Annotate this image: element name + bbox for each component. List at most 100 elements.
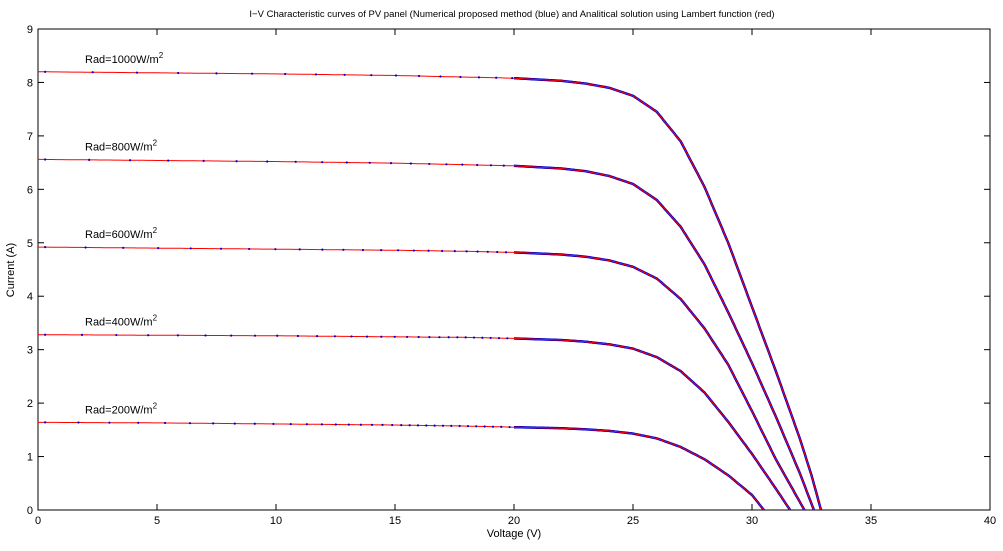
numerical-point — [409, 162, 412, 165]
numerical-point — [380, 335, 383, 338]
numerical-point — [481, 336, 484, 339]
numerical-point — [342, 248, 345, 251]
numerical-point — [441, 424, 445, 427]
numerical-point — [163, 421, 167, 425]
irradiance-label-sup: 2 — [153, 226, 158, 235]
irradiance-label: Rad=200W/m2 — [85, 401, 158, 416]
numerical-point — [137, 421, 140, 424]
numerical-point — [350, 335, 353, 338]
numerical-point — [305, 423, 308, 426]
numerical-point — [177, 71, 180, 75]
numerical-point — [343, 73, 346, 76]
numerical-point — [502, 164, 505, 167]
numerical-point — [368, 161, 371, 164]
numerical-point — [458, 424, 461, 428]
numerical-point — [397, 249, 400, 252]
irradiance-label-sup: 2 — [153, 138, 158, 147]
numerical-point — [296, 334, 299, 338]
numerical-point — [334, 423, 337, 426]
numerical-point — [321, 161, 324, 164]
numerical-point — [477, 76, 481, 79]
numerical-point — [370, 423, 374, 426]
numerical-point — [380, 249, 383, 252]
numerical-point — [428, 335, 431, 339]
numerical-point — [500, 425, 503, 428]
y-tick-label: 8 — [27, 77, 33, 89]
x-tick-label: 40 — [984, 515, 996, 527]
x-tick-label: 10 — [270, 515, 282, 527]
x-axis-label: Voltage (V) — [487, 528, 541, 540]
y-tick-label: 9 — [27, 24, 33, 36]
numerical-point — [412, 249, 415, 252]
x-tick-label: 35 — [865, 515, 877, 527]
y-tick-label: 3 — [27, 345, 33, 357]
numerical-point — [483, 425, 486, 428]
numerical-point — [465, 250, 468, 253]
numerical-point — [88, 158, 91, 161]
numerical-point — [506, 337, 509, 340]
numerical-point — [495, 76, 498, 79]
numerical-point — [466, 425, 470, 428]
numerical-point — [84, 246, 87, 249]
numerical-point — [511, 77, 514, 80]
numerical-point — [391, 423, 394, 427]
numerical-point — [461, 163, 464, 166]
irradiance-label-sup: 2 — [153, 401, 158, 410]
y-tick-label: 4 — [27, 291, 33, 303]
numerical-point — [321, 248, 324, 251]
numerical-curve — [513, 337, 792, 511]
numerical-point — [497, 337, 501, 340]
numerical-point — [347, 423, 350, 426]
numerical-point — [489, 164, 493, 167]
analytical-curve — [38, 71, 822, 511]
numerical-point — [486, 250, 489, 253]
numerical-point — [233, 422, 236, 425]
numerical-point — [416, 424, 420, 427]
numerical-point — [77, 421, 80, 424]
numerical-point — [44, 158, 47, 161]
numerical-point — [365, 335, 369, 338]
numerical-point — [157, 247, 160, 250]
numerical-point — [91, 71, 94, 74]
numerical-point — [167, 159, 170, 162]
numerical-point — [476, 163, 479, 167]
numerical-point — [108, 421, 111, 424]
numerical-point — [298, 248, 301, 251]
y-axis-label: Current (A) — [5, 243, 17, 297]
numerical-point — [135, 71, 139, 74]
numerical-point — [212, 422, 215, 425]
numerical-point — [464, 336, 467, 339]
numerical-point — [276, 334, 279, 337]
numerical-point — [284, 72, 287, 76]
numerical-point — [504, 251, 508, 254]
numerical-point — [394, 74, 398, 77]
numerical-point — [441, 249, 444, 253]
analytical-curve — [38, 246, 805, 511]
chart-title: I−V Characteristic curves of PV panel (N… — [249, 9, 774, 20]
numerical-point — [122, 246, 125, 249]
numerical-point — [476, 250, 479, 253]
numerical-point — [489, 336, 492, 340]
numerical-point — [393, 335, 396, 338]
numerical-point — [44, 421, 47, 424]
axes-frame — [37, 28, 991, 511]
numerical-point — [266, 160, 269, 163]
x-tick-label: 5 — [154, 515, 160, 527]
numerical-point — [450, 424, 453, 427]
numerical-point — [44, 70, 47, 73]
numerical-point — [314, 73, 318, 76]
numerical-point — [361, 248, 365, 252]
numerical-point — [370, 74, 373, 77]
numerical-point — [491, 425, 495, 428]
y-tick-label: 2 — [27, 398, 33, 410]
numerical-point — [129, 159, 132, 162]
y-tick-label: 0 — [27, 505, 33, 517]
numerical-point — [472, 336, 476, 339]
x-tick-label: 30 — [746, 515, 758, 527]
irradiance-label-sup: 2 — [159, 51, 164, 60]
irradiance-label-sup: 2 — [153, 314, 158, 323]
numerical-point — [188, 422, 192, 425]
numerical-point — [459, 75, 462, 79]
numerical-point — [274, 248, 277, 251]
irradiance-label: Rad=800W/m2 — [85, 138, 158, 153]
